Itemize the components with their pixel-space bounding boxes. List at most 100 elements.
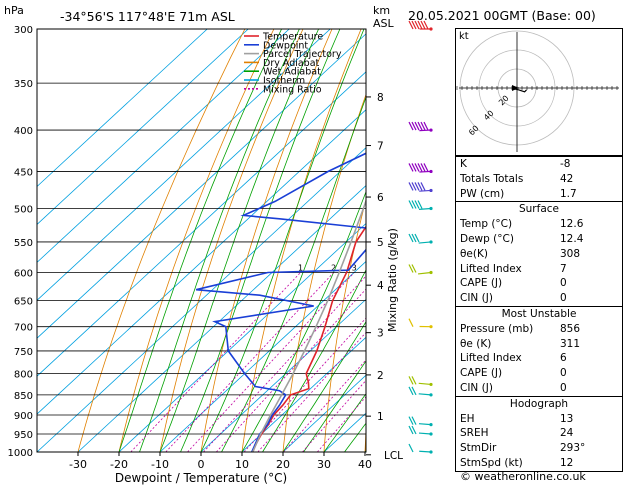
wet-adiabat-line (282, 320, 366, 452)
index-label: SREH (460, 427, 489, 440)
index-label: CAPE (J) (460, 367, 503, 380)
index-row: CIN (J) 0 (456, 291, 622, 306)
index-value: 24 (560, 427, 574, 440)
index-value: 6 (560, 352, 567, 365)
index-block-basic: K -8 Totals Totals 42 PW (cm) 1.7 (455, 156, 623, 203)
index-label: Lifted Index (460, 262, 522, 275)
wind-barb (408, 20, 433, 31)
legend-label: Parcel Trajectory (263, 49, 342, 60)
pressure-tick-label: 350 (14, 79, 33, 90)
index-block-most-unstable: Most Unstable Pressure (mb) 856 θe (K) 311 L… (455, 306, 623, 397)
index-row: CAPE (J) 0 (456, 276, 622, 291)
pressure-tick-label: 600 (14, 269, 33, 280)
isotherm-line (159, 260, 366, 452)
hodograph-unit-label: kt (459, 31, 469, 42)
isotherm-line (37, 33, 366, 339)
wind-barb (408, 386, 433, 397)
index-value: 12.6 (560, 218, 584, 231)
x-tick-label: 30 (317, 458, 331, 471)
index-value: 293° (560, 442, 586, 455)
index-row: Dewp (°C) 12.4 (456, 232, 622, 247)
index-label: StmDir (460, 442, 497, 455)
wet-adiabat-line (118, 29, 282, 452)
height-tick-label: 7 (377, 141, 384, 153)
mixing-ratio-label: 5 (379, 264, 384, 273)
index-value: 7 (560, 262, 567, 275)
x-axis-title: Dewpoint / Temperature (°C) (115, 471, 287, 485)
wind-barb (408, 163, 433, 174)
legend-label: Mixing Ratio (263, 84, 322, 95)
date-stamp: 20.05.2021 00GMT (Base: 00) (408, 8, 596, 23)
pressure-tick-label: 800 (14, 370, 33, 381)
index-row: Totals Totals 42 (456, 172, 622, 187)
index-row: CAPE (J) 0 (456, 366, 622, 381)
legend-label: Temperature (262, 32, 323, 43)
height-tick-label: 1 (377, 411, 384, 423)
index-label: CIN (J) (460, 292, 493, 305)
wind-barb (408, 376, 433, 387)
isotherm-line (37, 147, 366, 452)
x-tick-label: 20 (276, 458, 290, 471)
pressure-tick-label: 850 (14, 391, 33, 402)
pressure-tick-label: 450 (14, 167, 33, 178)
index-row: PW (cm) 1.7 (456, 187, 622, 202)
height-tick-label: 5 (377, 237, 384, 249)
index-value: -8 (560, 158, 571, 170)
surface-title: Surface (518, 203, 559, 216)
index-label: CAPE (J) (460, 277, 503, 290)
index-label: θe (K) (460, 337, 492, 350)
isotherm-line (77, 185, 366, 452)
index-row: SREH 24 (456, 426, 622, 441)
height-tick-label: 8 (377, 92, 384, 104)
mixing-ratio-label: 15 (440, 264, 450, 273)
x-tick-label: 0 (198, 458, 205, 471)
pressure-tick-label: 400 (14, 126, 33, 137)
index-value: 0 (560, 367, 567, 380)
index-value: 12.4 (560, 232, 584, 245)
index-label: Totals Totals (460, 172, 524, 185)
wind-barb (408, 318, 433, 329)
series-temperature (251, 225, 366, 452)
mixing-ratio-axis-title: Mixing Ratio (g/kg) (386, 228, 399, 332)
mixing-ratio-line (187, 272, 355, 452)
pressure-tick-label: 700 (14, 323, 33, 334)
index-label: K (460, 158, 467, 170)
legend-label: Wet Adiabat (263, 67, 321, 78)
mixing-ratio-line (216, 288, 366, 452)
index-row: Pressure (mb) 856 (456, 322, 622, 337)
index-block-hodograph: Hodograph EH 13 SREH 24 StmDir 293° StmSpd (kt… (455, 396, 623, 472)
mixing-ratio-label: 2 (331, 264, 336, 273)
index-value: 0 (560, 381, 567, 394)
index-value: 311 (560, 337, 581, 350)
pressure-tick-label: 950 (14, 430, 33, 441)
hodograph-box-title: Hodograph (509, 397, 569, 410)
pressure-tick-label: 900 (14, 411, 33, 422)
location-title: -34°56'S 117°48'E 71m ASL (60, 9, 235, 24)
pressure-tick-label: 300 (14, 25, 33, 36)
index-label: EH (460, 412, 475, 425)
height-tick-label: 6 (377, 192, 384, 204)
series-dewpoint (195, 152, 366, 452)
index-label: Temp (°C) (460, 218, 513, 231)
index-block-surface: Surface Temp (°C) 12.6 Dewp (°C) 12.4 θe(K) 3… (455, 202, 623, 307)
height-tick-label: 3 (377, 328, 384, 340)
x-tick-label: 10 (235, 458, 249, 471)
isotherm-line (37, 109, 366, 415)
wind-barb (408, 264, 433, 275)
index-label: PW (cm) (460, 187, 505, 200)
copyright-footer: © weatheronline.co.uk (460, 470, 586, 483)
most-unstable-title: Most Unstable (501, 307, 577, 320)
mixing-ratio-label: 4 (367, 264, 372, 273)
isotherm-line (282, 374, 366, 452)
mixing-ratio-line (130, 272, 301, 452)
index-value: 13 (560, 412, 574, 425)
index-value: 12 (560, 456, 574, 469)
height-tick-label: 2 (377, 370, 384, 382)
isotherm-line (37, 29, 208, 188)
storm-motion-marker (512, 85, 519, 91)
index-value: 0 (560, 292, 567, 305)
isotherm-line (37, 29, 249, 225)
indices-table: K -8 Totals Totals 42 PW (cm) 1.7 Surface Tem… (455, 156, 623, 472)
mixing-ratio-label: 1 (298, 264, 303, 273)
index-value: 42 (560, 172, 574, 185)
